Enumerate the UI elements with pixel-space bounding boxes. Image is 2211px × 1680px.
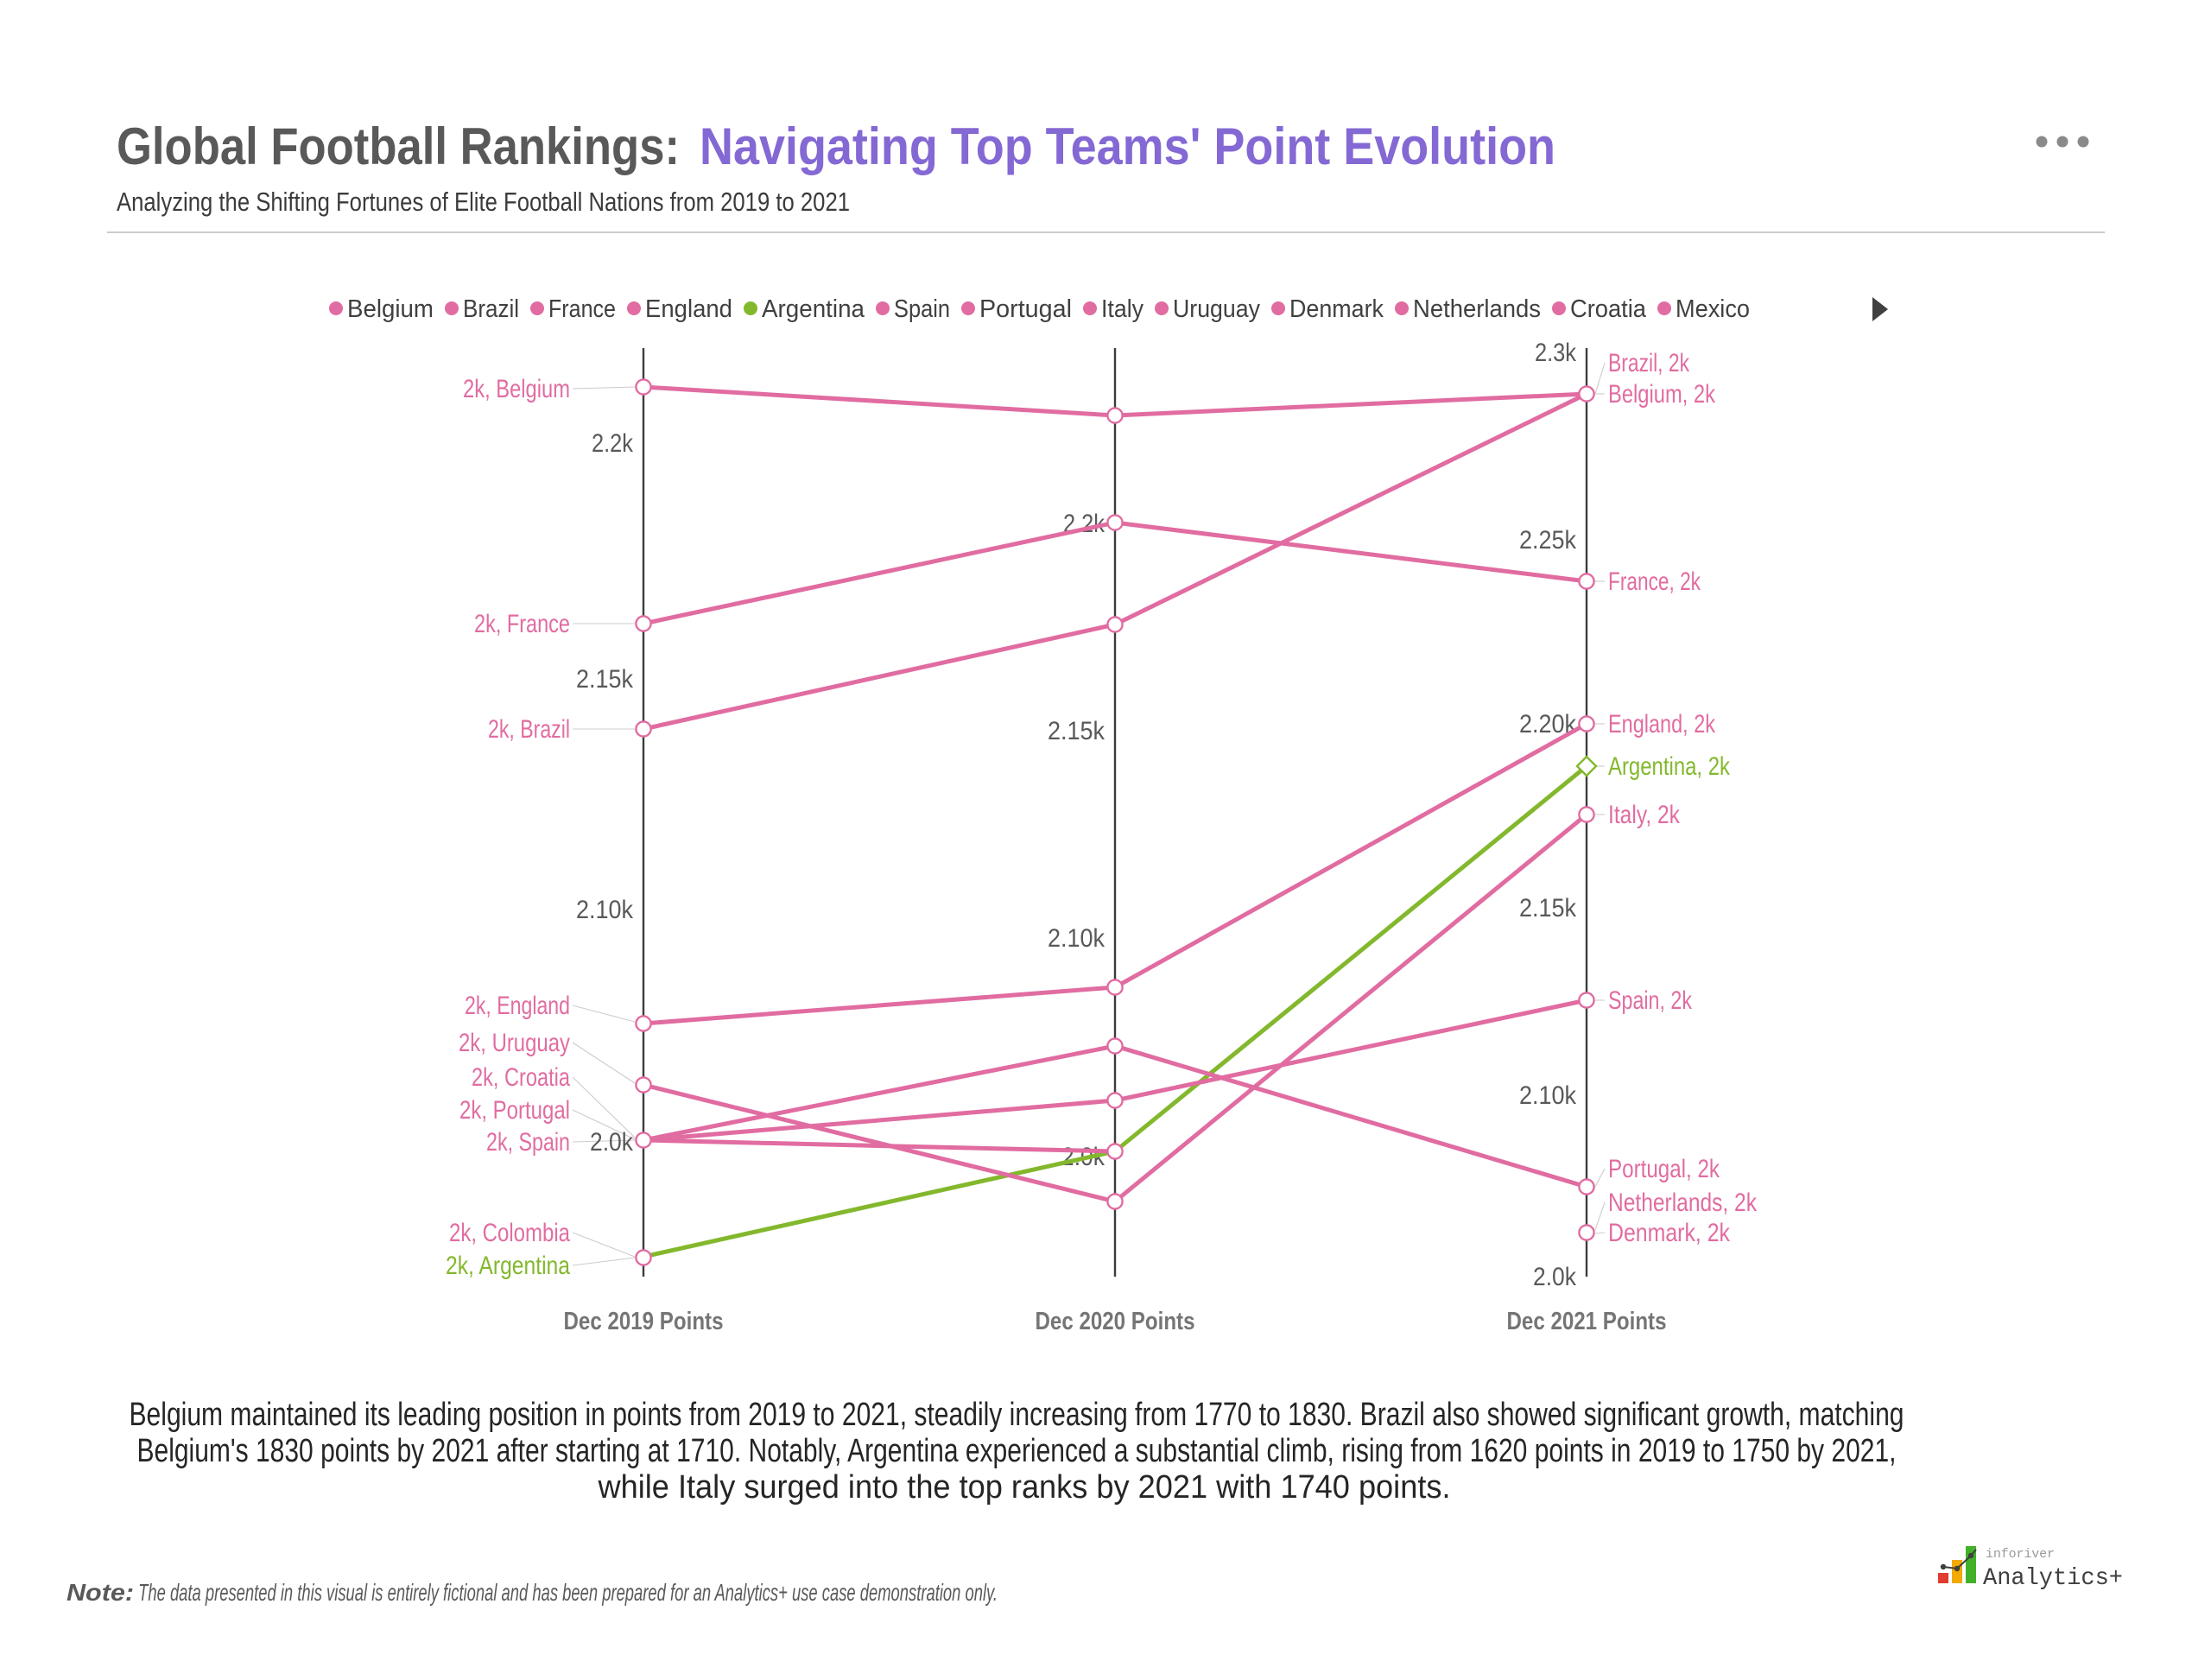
- svg-text:Portugal: Portugal: [979, 295, 1072, 323]
- svg-text:England, 2k: England, 2k: [1608, 710, 1716, 739]
- svg-text:Spain: Spain: [894, 295, 950, 323]
- svg-text:Belgium: Belgium: [347, 295, 434, 323]
- svg-text:Belgium maintained its leading: Belgium maintained its leading position …: [130, 1397, 1904, 1433]
- svg-text:Dec 2019 Points: Dec 2019 Points: [564, 1308, 724, 1335]
- svg-text:2k, Croatia: 2k, Croatia: [472, 1063, 570, 1092]
- svg-text:Analytics+: Analytics+: [1983, 1565, 2123, 1592]
- svg-text:2.10k: 2.10k: [576, 896, 634, 924]
- svg-text:Croatia: Croatia: [1570, 295, 1647, 323]
- svg-text:2k, Belgium: 2k, Belgium: [463, 375, 570, 403]
- svg-text:Portugal, 2k: Portugal, 2k: [1608, 1155, 1720, 1183]
- svg-text:2.10k: 2.10k: [1519, 1081, 1577, 1110]
- svg-text:2k, Uruguay: 2k, Uruguay: [459, 1029, 570, 1057]
- svg-text:2.15k: 2.15k: [576, 665, 634, 694]
- svg-text:Mexico: Mexico: [1676, 295, 1750, 323]
- svg-text:England: England: [645, 295, 732, 323]
- svg-text:Global Football Rankings:: Global Football Rankings:: [117, 117, 680, 175]
- svg-text:Netherlands, 2k: Netherlands, 2k: [1608, 1189, 1758, 1217]
- svg-text:2k, Argentina: 2k, Argentina: [446, 1252, 570, 1280]
- svg-text:2k, Spain: 2k, Spain: [486, 1128, 570, 1157]
- svg-text:2.0k: 2.0k: [590, 1128, 634, 1157]
- svg-text:inforiver: inforiver: [1986, 1547, 2055, 1562]
- svg-text:2.2k: 2.2k: [592, 429, 634, 458]
- svg-text:2.25k: 2.25k: [1519, 526, 1577, 555]
- svg-text:Note: The data presented in th: Note: The data presented in this visual …: [67, 1579, 998, 1606]
- svg-text:2k, Colombia: 2k, Colombia: [449, 1219, 570, 1247]
- svg-text:Brazil, 2k: Brazil, 2k: [1608, 349, 1690, 377]
- svg-text:Belgium, 2k: Belgium, 2k: [1608, 380, 1716, 409]
- svg-text:Denmark: Denmark: [1289, 295, 1384, 323]
- svg-text:Belgium's 1830 points by 2021: Belgium's 1830 points by 2021 after star…: [137, 1433, 1897, 1469]
- svg-text:2.15k: 2.15k: [1519, 894, 1577, 922]
- svg-text:Dec 2020 Points: Dec 2020 Points: [1036, 1308, 1195, 1335]
- svg-text:France, 2k: France, 2k: [1608, 567, 1701, 596]
- svg-text:2.3k: 2.3k: [1535, 339, 1577, 367]
- svg-text:2k, Portugal: 2k, Portugal: [459, 1096, 570, 1125]
- svg-text:Analyzing the Shifting Fortune: Analyzing the Shifting Fortunes of Elite…: [117, 187, 850, 217]
- svg-text:Spain, 2k: Spain, 2k: [1608, 986, 1693, 1015]
- svg-text:2.15k: 2.15k: [1048, 717, 1106, 745]
- svg-text:while Italy surged into the to: while Italy surged into the top ranks by…: [598, 1469, 1451, 1506]
- svg-text:2k, England: 2k, England: [465, 992, 570, 1020]
- svg-text:2k, Brazil: 2k, Brazil: [488, 715, 570, 744]
- svg-text:Italy, 2k: Italy, 2k: [1608, 801, 1681, 829]
- svg-text:France: France: [548, 295, 616, 323]
- svg-text:Brazil: Brazil: [463, 295, 519, 323]
- svg-text:Argentina: Argentina: [762, 295, 865, 323]
- svg-text:Uruguay: Uruguay: [1173, 295, 1260, 323]
- svg-text:Denmark, 2k: Denmark, 2k: [1608, 1219, 1731, 1247]
- svg-text:Argentina, 2k: Argentina, 2k: [1608, 752, 1731, 781]
- svg-text:Dec 2021 Points: Dec 2021 Points: [1507, 1308, 1667, 1335]
- svg-text:Italy: Italy: [1101, 295, 1144, 323]
- svg-text:Navigating Top Teams' Point Ev: Navigating Top Teams' Point Evolution: [700, 117, 1555, 175]
- svg-text:2.0k: 2.0k: [1533, 1263, 1577, 1291]
- svg-text:Netherlands: Netherlands: [1413, 295, 1541, 323]
- svg-text:2k, France: 2k, France: [474, 610, 570, 638]
- svg-text:2.10k: 2.10k: [1048, 924, 1106, 953]
